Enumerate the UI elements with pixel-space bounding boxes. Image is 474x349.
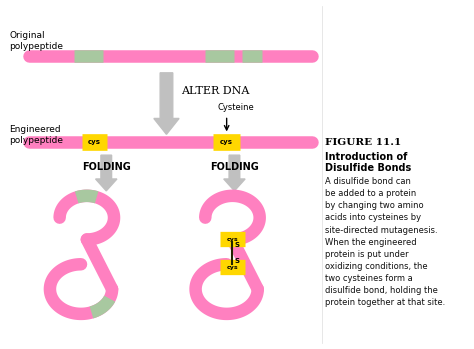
Text: cys: cys — [220, 139, 233, 145]
Text: cys: cys — [227, 237, 238, 242]
Text: S: S — [235, 243, 239, 248]
Text: A disulfide bond can
be added to a protein
by changing two amino
acids into cyst: A disulfide bond can be added to a prote… — [325, 177, 445, 307]
Text: FOLDING: FOLDING — [82, 162, 131, 172]
FancyArrow shape — [154, 73, 179, 134]
Text: FIGURE 11.1: FIGURE 11.1 — [325, 138, 401, 147]
Text: FOLDING: FOLDING — [210, 162, 259, 172]
Text: Disulfide Bonds: Disulfide Bonds — [325, 163, 411, 173]
FancyArrow shape — [96, 155, 117, 191]
Text: cys: cys — [88, 139, 101, 145]
Text: cys: cys — [227, 265, 238, 270]
Text: Engineered
polypeptide: Engineered polypeptide — [9, 125, 63, 145]
Text: Original
polypeptide: Original polypeptide — [9, 31, 63, 51]
Text: Cysteine: Cysteine — [218, 104, 255, 112]
Text: Introduction of: Introduction of — [325, 152, 407, 162]
FancyArrow shape — [224, 155, 245, 191]
Text: ALTER DNA: ALTER DNA — [181, 86, 249, 96]
Text: S: S — [235, 258, 239, 264]
